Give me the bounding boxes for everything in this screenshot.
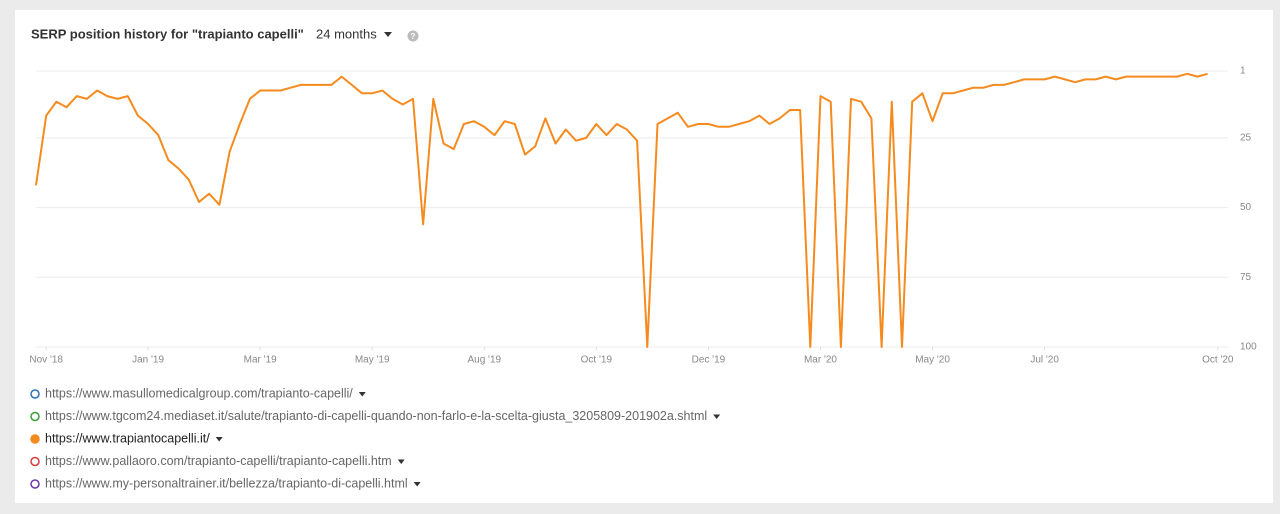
legend-marker	[30, 411, 40, 422]
y-tick-label: 75	[1240, 272, 1252, 283]
x-tick-label: Jul '20	[1030, 355, 1059, 366]
x-tick-label: Mar '20	[804, 355, 837, 366]
y-tick-label: 25	[1240, 133, 1252, 144]
help-glyph: ?	[411, 32, 416, 41]
x-tick-label: Aug '19	[467, 355, 501, 366]
legend-marker	[30, 389, 40, 399]
series-line	[35, 72, 1208, 348]
legend-label[interactable]: https://www.my-personaltrainer.it/bellez…	[45, 476, 408, 490]
legend-dropdown[interactable]	[413, 482, 421, 487]
y-tick-label: 100	[1240, 342, 1257, 353]
x-tick-label: Nov '18	[29, 355, 63, 366]
legend-label[interactable]: https://www.tgcom24.mediaset.it/salute/t…	[45, 409, 707, 423]
chart-title: SERP position history for "trapianto cap…	[31, 26, 304, 41]
x-tick-label: May '20	[915, 355, 950, 366]
x-tick-label: Oct '20	[1202, 355, 1234, 366]
legend-marker	[30, 479, 40, 489]
y-tick-label: 1	[1240, 66, 1246, 77]
legend-label[interactable]: https://www.pallaoro.com/trapianto-capel…	[45, 454, 392, 468]
legend-dropdown[interactable]	[358, 392, 366, 397]
help-icon[interactable]	[407, 30, 419, 42]
x-tick-label: Oct '19	[581, 355, 613, 366]
y-tick-label: 50	[1240, 202, 1252, 213]
x-tick-label: Dec '19	[692, 355, 726, 366]
legend-marker	[30, 456, 40, 467]
x-tick-label: Mar '19	[244, 355, 277, 366]
legend-dropdown[interactable]	[215, 437, 223, 442]
x-tick-label: May '19	[355, 355, 390, 366]
card	[15, 10, 1273, 503]
legend-marker	[30, 434, 40, 444]
period-select[interactable]: 24 months	[316, 26, 377, 41]
legend-label[interactable]: https://www.trapiantocapelli.it/	[45, 431, 210, 445]
period-arrow[interactable]	[384, 32, 392, 37]
x-tick-label: Jan '19	[132, 355, 164, 366]
legend-dropdown[interactable]	[397, 459, 405, 465]
legend-label[interactable]: https://www.masullomedicalgroup.com/trap…	[45, 386, 353, 400]
legend-dropdown[interactable]	[713, 414, 721, 420]
